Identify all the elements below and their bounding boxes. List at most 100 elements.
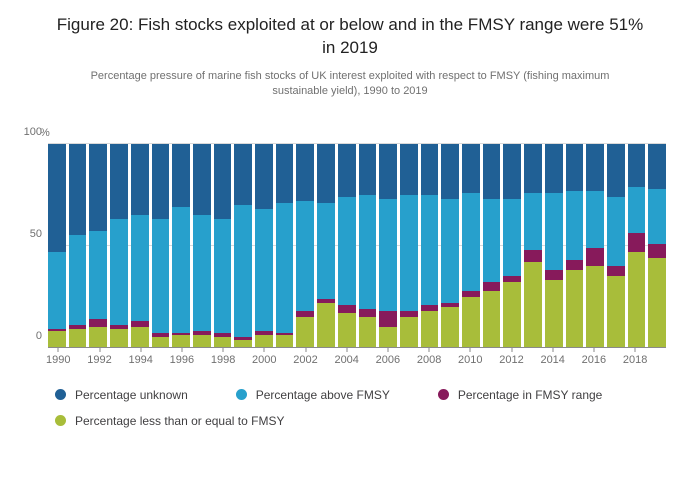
bar-1990 bbox=[48, 143, 66, 348]
bar-segment bbox=[89, 319, 108, 328]
bar-segment bbox=[627, 251, 646, 348]
bar-segment bbox=[130, 327, 149, 348]
bar-segment bbox=[110, 329, 128, 348]
bar-2004 bbox=[337, 143, 356, 348]
bar-segment bbox=[234, 339, 253, 348]
x-tick-label-2008: 2008 bbox=[416, 353, 442, 366]
bar-segment bbox=[441, 306, 460, 348]
bar-segment bbox=[110, 219, 128, 326]
bar-segment bbox=[358, 308, 377, 318]
bar-segment bbox=[379, 143, 397, 199]
bar-segment bbox=[213, 219, 232, 334]
bar-segment bbox=[586, 190, 604, 248]
y-tick-label-100: 100 bbox=[23, 125, 42, 138]
bar-segment bbox=[544, 143, 563, 193]
bar-2009 bbox=[441, 143, 460, 348]
bar-segment bbox=[420, 194, 439, 305]
bar-segment bbox=[565, 143, 584, 191]
bar-2015 bbox=[565, 143, 584, 348]
bar-segment bbox=[358, 194, 377, 309]
bar-segment bbox=[524, 249, 542, 262]
bar-2018 bbox=[627, 143, 646, 348]
bar-segment bbox=[317, 202, 335, 299]
bar-segment bbox=[337, 143, 356, 197]
bar-segment bbox=[358, 317, 377, 348]
x-tick-mark-1990 bbox=[57, 347, 59, 352]
x-tick-mark-2010 bbox=[469, 347, 471, 352]
chart-subtitle: Percentage pressure of marine fish stock… bbox=[90, 69, 610, 98]
bar-2002 bbox=[296, 143, 315, 348]
bar-segment bbox=[296, 310, 315, 318]
bar-segment bbox=[68, 235, 87, 326]
bar-series bbox=[48, 143, 667, 348]
x-tick-label-2016: 2016 bbox=[581, 353, 607, 366]
bar-segment bbox=[544, 280, 563, 348]
bar-segment bbox=[296, 143, 315, 201]
bar-segment bbox=[255, 331, 273, 336]
bar-segment bbox=[172, 335, 190, 348]
bar-segment bbox=[317, 143, 335, 203]
bar-2019 bbox=[648, 143, 667, 348]
bar-segment bbox=[48, 331, 66, 348]
x-tick-label-2014: 2014 bbox=[540, 353, 565, 366]
bar-segment bbox=[441, 143, 460, 199]
bar-segment bbox=[503, 276, 522, 283]
bar-segment bbox=[379, 327, 397, 348]
bar-1999 bbox=[234, 143, 253, 348]
bar-segment bbox=[482, 282, 501, 291]
bar-segment bbox=[296, 200, 315, 311]
bar-2016 bbox=[586, 143, 604, 348]
bar-segment bbox=[606, 196, 625, 267]
legend-label: Percentage less than or equal to FMSY bbox=[75, 413, 285, 428]
bar-segment bbox=[379, 310, 397, 328]
x-tick-label-2012: 2012 bbox=[499, 353, 524, 366]
bar-segment bbox=[544, 270, 563, 281]
x-tick-label-1994: 1994 bbox=[128, 353, 153, 366]
bar-segment bbox=[482, 290, 501, 348]
bar-segment bbox=[192, 143, 211, 216]
bar-segment bbox=[110, 325, 128, 330]
bar-1992 bbox=[89, 143, 108, 348]
bar-segment bbox=[275, 143, 294, 203]
bar-segment bbox=[234, 337, 253, 340]
x-tick-label-1992: 1992 bbox=[87, 353, 112, 366]
bar-2001 bbox=[275, 143, 294, 348]
x-tick-label-2004: 2004 bbox=[334, 353, 359, 366]
x-tick-mark-2004 bbox=[346, 347, 348, 352]
bar-segment bbox=[524, 143, 542, 193]
bar-segment bbox=[151, 337, 170, 348]
bar-2013 bbox=[524, 143, 542, 348]
bar-1997 bbox=[192, 143, 211, 348]
bar-segment bbox=[462, 296, 480, 348]
y-tick-label-0: 0 bbox=[35, 329, 42, 342]
x-tick-label-1990: 1990 bbox=[46, 353, 71, 366]
bar-segment bbox=[606, 276, 625, 348]
bar-segment bbox=[420, 143, 439, 195]
bar-segment bbox=[565, 270, 584, 348]
bar-2008 bbox=[420, 143, 439, 348]
bar-2012 bbox=[503, 143, 522, 348]
bar-2014 bbox=[544, 143, 563, 348]
x-tick-label-1996: 1996 bbox=[169, 353, 195, 366]
bar-2003 bbox=[317, 143, 335, 348]
bar-segment bbox=[172, 333, 190, 336]
bar-segment bbox=[482, 198, 501, 283]
bar-segment bbox=[648, 257, 667, 348]
x-tick-mark-2008 bbox=[428, 347, 430, 352]
bar-segment bbox=[399, 143, 418, 195]
bar-segment bbox=[192, 215, 211, 332]
bar-segment bbox=[565, 190, 584, 260]
bar-segment bbox=[48, 143, 66, 252]
bar-segment bbox=[275, 333, 294, 336]
bar-segment bbox=[399, 194, 418, 311]
bar-segment bbox=[337, 304, 356, 313]
bar-2006 bbox=[379, 143, 397, 348]
bar-segment bbox=[68, 143, 87, 236]
legend-swatch-icon bbox=[437, 389, 449, 401]
bar-segment bbox=[275, 202, 294, 334]
legend-swatch-icon bbox=[55, 389, 66, 401]
legend-swatch-icon bbox=[55, 415, 66, 427]
bar-segment bbox=[399, 310, 418, 318]
bar-segment bbox=[130, 321, 149, 328]
bar-segment bbox=[524, 261, 542, 348]
